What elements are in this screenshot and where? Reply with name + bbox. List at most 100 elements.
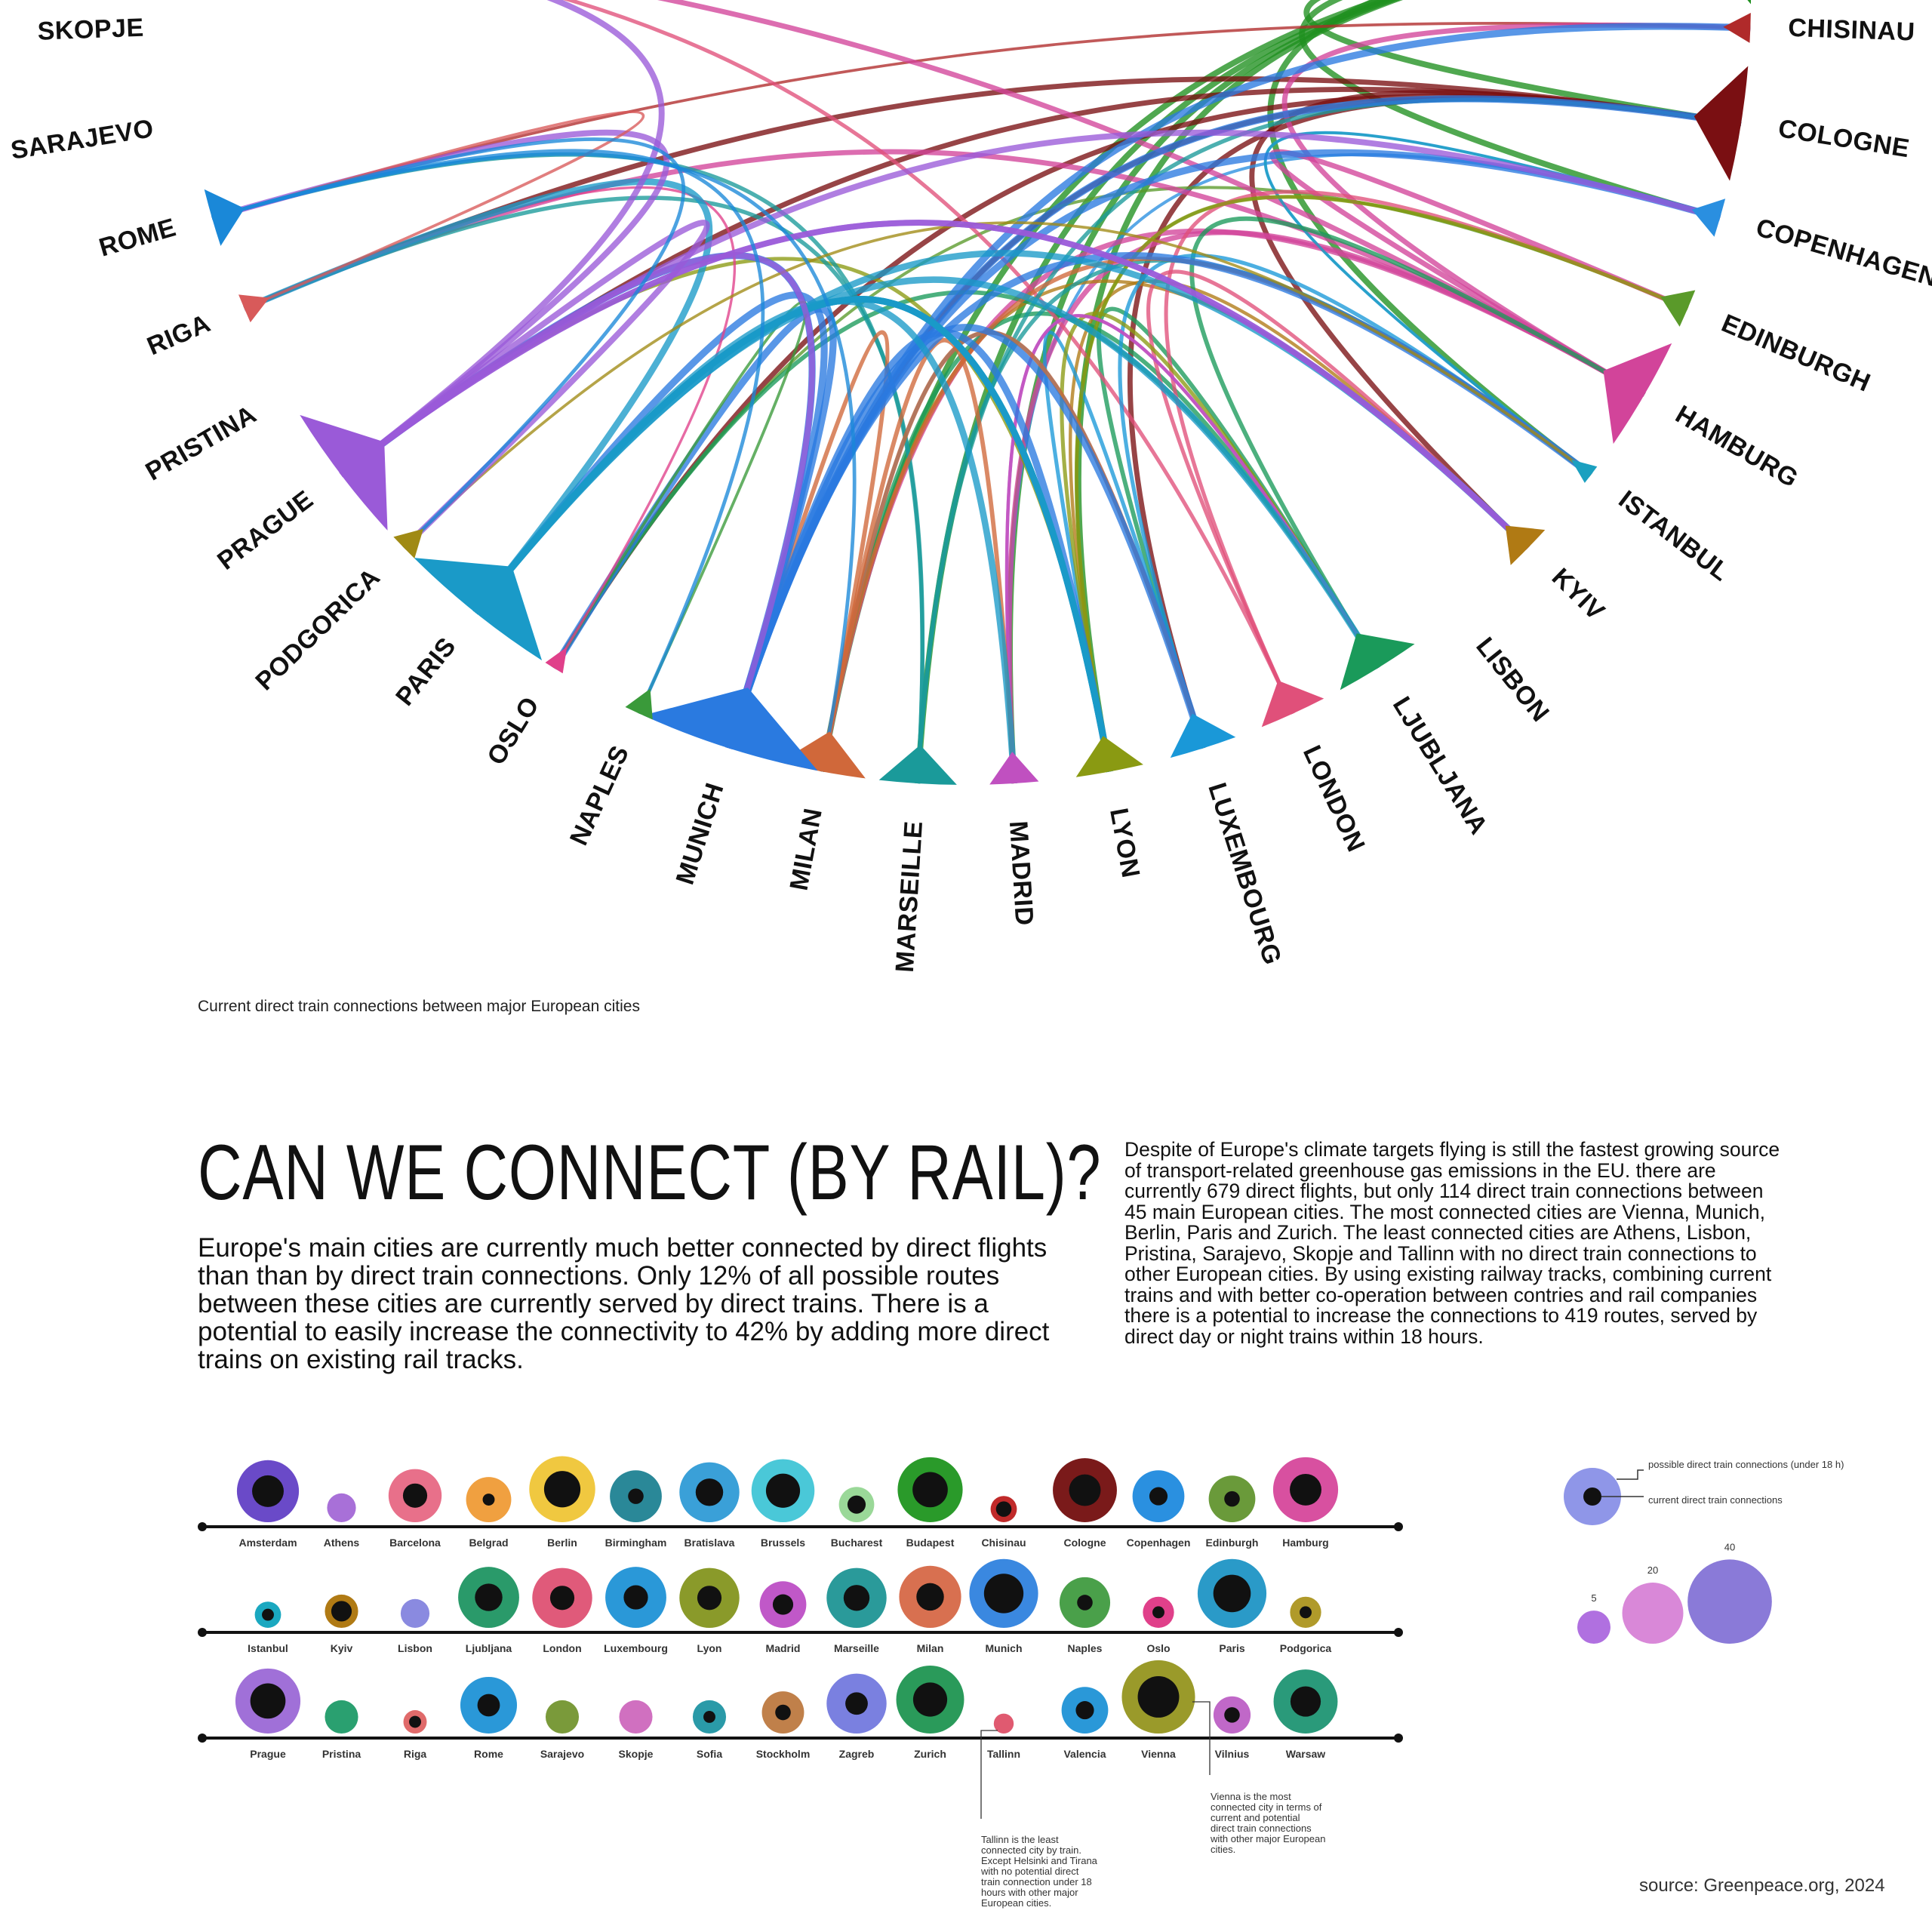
current-connections-circle <box>912 1682 948 1717</box>
chord-ribbon-ljubljana <box>1189 216 1646 669</box>
current-connections-circle <box>252 1475 284 1507</box>
bubble-label-brussels: Brussels <box>761 1537 805 1549</box>
bubble-label-vilnius: Vilnius <box>1215 1748 1250 1760</box>
chord-ribbon-marseille <box>211 152 924 784</box>
chord-arc-naples <box>625 688 653 720</box>
chord-label-marseille: MARSEILLE <box>891 820 928 974</box>
bubble-label-munich: Munich <box>986 1642 1023 1654</box>
chord-label-ljubljana: LJUBLJANA <box>1387 692 1494 840</box>
bubble-row-2: Istanbul Kyiv Lisbon Ljubljana London Luxembo… <box>198 1558 1403 1654</box>
chord-arc-riga <box>238 294 269 323</box>
baseline-start-dot <box>198 1522 207 1531</box>
bubble-barcelona: Barcelona <box>388 1469 442 1549</box>
chord-arc-budapest <box>1747 0 1751 5</box>
bubble-label-madrid: Madrid <box>766 1642 801 1654</box>
current-connections-circle <box>1152 1606 1164 1619</box>
bubble-label-chisinau: Chisinau <box>981 1537 1026 1549</box>
chord-ribbon-milan <box>726 330 890 772</box>
chord-arc-paris <box>414 558 543 661</box>
bubble-copenhagen: Copenhagen <box>1127 1470 1190 1549</box>
chord-label-london: LONDON <box>1297 741 1371 856</box>
bubble-label-hamburg: Hamburg <box>1282 1537 1328 1549</box>
current-connections-circle <box>628 1488 644 1504</box>
bubble-oslo: Oslo <box>1143 1596 1174 1654</box>
bubble-label-valencia: Valencia <box>1063 1748 1106 1760</box>
chord-arc-podgorica <box>393 528 423 558</box>
chord-arc-oslo <box>545 647 568 674</box>
current-connections-circle <box>482 1494 495 1506</box>
chord-label-luxembourg: LUXEMBOURG <box>1202 780 1287 968</box>
chord-ribbon-kyiv <box>1068 279 1530 772</box>
bubble-zagreb: Zagreb <box>826 1673 887 1760</box>
baseline-end-dot <box>1394 1734 1403 1743</box>
current-connections-circle <box>1149 1487 1168 1506</box>
current-connections-circle <box>916 1583 944 1611</box>
lead-paragraph: Europe's main cities are currently much … <box>198 1233 1050 1374</box>
bubble-label-sarajevo: Sarajevo <box>540 1748 584 1760</box>
chord-label-lyon: LYON <box>1104 806 1145 881</box>
legend-current-circle <box>1583 1487 1601 1506</box>
bubble-label-berlin: Berlin <box>547 1537 577 1549</box>
chord-ribbon-hamburg <box>657 0 1646 397</box>
tallinn-annotation: Tallinn is the least connected city by tr… <box>980 1834 1098 1909</box>
bubble-valencia: Valencia <box>1061 1687 1109 1760</box>
chord-arc-ljubljana <box>1340 633 1415 691</box>
source-credit: source: Greenpeace.org, 2024 <box>1639 1875 1885 1896</box>
chord-label-lisbon: LISBON <box>1470 632 1555 727</box>
chord-label-rome: ROME <box>96 213 179 262</box>
bubble-amsterdam: Amsterdam <box>236 1460 300 1549</box>
bubble-label-istanbul: Istanbul <box>248 1642 288 1654</box>
current-connections-circle <box>765 1473 801 1508</box>
bubble-vienna: Vienna <box>1121 1660 1195 1760</box>
bubble-label-marseille: Marseille <box>834 1642 879 1654</box>
bubble-label-warsaw: Warsaw <box>1286 1748 1326 1760</box>
current-connections-circle <box>1137 1676 1180 1718</box>
current-connections-circle <box>912 1472 948 1508</box>
current-connections-circle <box>475 1583 503 1611</box>
chord-ribbon-paris <box>472 250 1531 615</box>
bubble-london: London <box>532 1567 592 1654</box>
bubble-riga: Riga <box>403 1710 427 1760</box>
chord-city-labels: BUDAPESTCHISINAUCOLOGNECOPENHAGENEDINBUR… <box>9 14 1932 974</box>
chord-ribbon-rome <box>211 152 857 772</box>
current-connections-circle <box>697 1586 722 1611</box>
chord-arc-marseille <box>878 745 957 785</box>
bubble-label-prague: Prague <box>250 1748 286 1760</box>
bubble-istanbul: Istanbul <box>248 1601 288 1654</box>
current-connections-circle <box>695 1478 724 1506</box>
bubble-zurich: Zurich <box>896 1666 964 1760</box>
bubble-chart: Amsterdam Athens Barcelona Belgrad Berlin Bir… <box>198 1456 1844 1909</box>
chord-ribbon-milan <box>820 337 1017 784</box>
current-connections-circle <box>843 1585 870 1611</box>
possible-connections-circle <box>325 1700 358 1734</box>
bubble-stockholm: Stockholm <box>756 1691 810 1760</box>
current-connections-circle <box>623 1585 648 1610</box>
chord-label-hamburg: HAMBURG <box>1671 400 1804 494</box>
possible-connections-circle <box>619 1700 653 1734</box>
bubble-belgrad: Belgrad <box>466 1477 512 1549</box>
chord-label-chisinau: CHISINAU <box>1788 14 1916 47</box>
bubble-label-tallinn: Tallinn <box>987 1748 1020 1760</box>
chord-arc-rome <box>204 189 245 246</box>
bubble-label-belgrad: Belgrad <box>469 1537 508 1549</box>
bubble-warsaw: Warsaw <box>1273 1669 1338 1760</box>
chord-ribbon-munich <box>725 23 1751 749</box>
current-connections-circle <box>1213 1574 1251 1613</box>
bubble-label-oslo: Oslo <box>1146 1642 1170 1654</box>
chord-ribbon-istanbul <box>1263 131 1721 476</box>
bubble-label-cologne: Cologne <box>1064 1537 1106 1549</box>
chord-ribbon-hamburg <box>1281 22 1751 397</box>
legend-pointer-possible <box>1617 1469 1644 1480</box>
bubble-label-milan: Milan <box>917 1642 944 1654</box>
current-connections-circle <box>1224 1707 1240 1723</box>
current-connections-circle <box>772 1594 794 1615</box>
chord-ribbon-luxembourg <box>1042 330 1205 772</box>
bubble-budapest: Budapest <box>897 1457 963 1549</box>
chord-caption: Current direct train connections between… <box>198 998 640 1015</box>
current-connections-circle <box>331 1601 352 1622</box>
bubble-madrid: Madrid <box>759 1581 807 1654</box>
chord-arc-lyon <box>1075 736 1143 777</box>
chord-label-skopje: SKOPJE <box>37 14 144 46</box>
bubble-legend: possible direct train connections (under… <box>1564 1459 1844 1644</box>
bubble-label-bratislava: Bratislava <box>685 1537 735 1549</box>
